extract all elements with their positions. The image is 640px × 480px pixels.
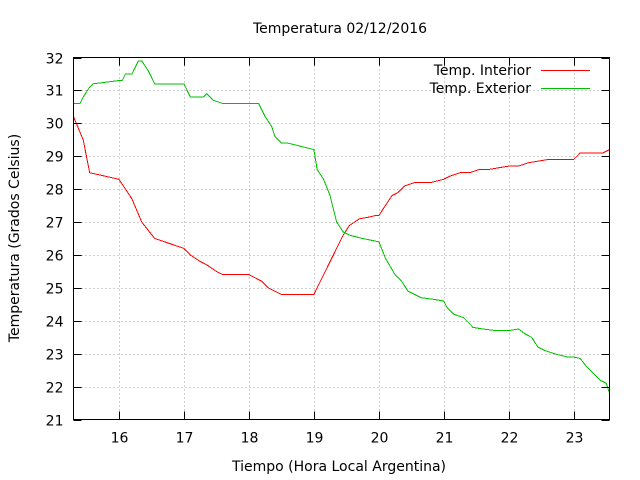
x-tick-label: 20 — [371, 431, 389, 447]
y-tick-label: 28 — [46, 183, 64, 199]
x-tick-label: 19 — [306, 431, 324, 447]
y-tick-label: 32 — [46, 52, 64, 68]
y-tick-label: 27 — [46, 216, 64, 232]
legend-label-interior: Temp. Interior — [433, 63, 532, 79]
chart-title: Temperatura 02/12/2016 — [252, 21, 427, 37]
series-lines — [73, 60, 610, 394]
y-tick-label: 31 — [46, 84, 64, 100]
y-tick-label: 21 — [46, 414, 64, 430]
x-tick-label: 22 — [501, 431, 519, 447]
x-tick-label: 18 — [241, 431, 259, 447]
x-axis-label: Tiempo (Hora Local Argentina) — [231, 459, 446, 475]
series-line-interior — [73, 116, 610, 295]
y-axis-label: Temperatura (Grados Celsius) — [7, 134, 23, 343]
plot-frame — [73, 57, 610, 420]
y-tick-label: 22 — [46, 381, 64, 397]
grid — [73, 57, 610, 420]
x-tick-label: 16 — [111, 431, 129, 447]
series-line-exterior — [73, 60, 610, 394]
legend: Temp. Interior Temp. Exterior — [429, 63, 590, 97]
y-tick-label: 29 — [46, 150, 64, 166]
y-tick-label: 23 — [46, 348, 64, 364]
x-tick-label: 23 — [566, 431, 584, 447]
y-tick-label: 30 — [46, 117, 64, 133]
x-tick-label: 21 — [436, 431, 454, 447]
legend-label-exterior: Temp. Exterior — [429, 81, 532, 97]
x-tick-label: 17 — [176, 431, 194, 447]
y-tick-label: 25 — [46, 282, 64, 298]
y-tick-label: 26 — [46, 249, 64, 265]
axis-ticks: 21 22 23 24 25 26 27 28 29 30 31 32 16 17 18 19 20 21 22 23 — [46, 52, 610, 447]
y-tick-label: 24 — [46, 315, 64, 331]
